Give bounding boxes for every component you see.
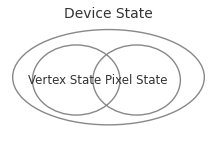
Text: Device State: Device State (64, 7, 153, 21)
Text: Vertex State: Vertex State (28, 73, 101, 87)
Text: Pixel State: Pixel State (105, 73, 168, 87)
